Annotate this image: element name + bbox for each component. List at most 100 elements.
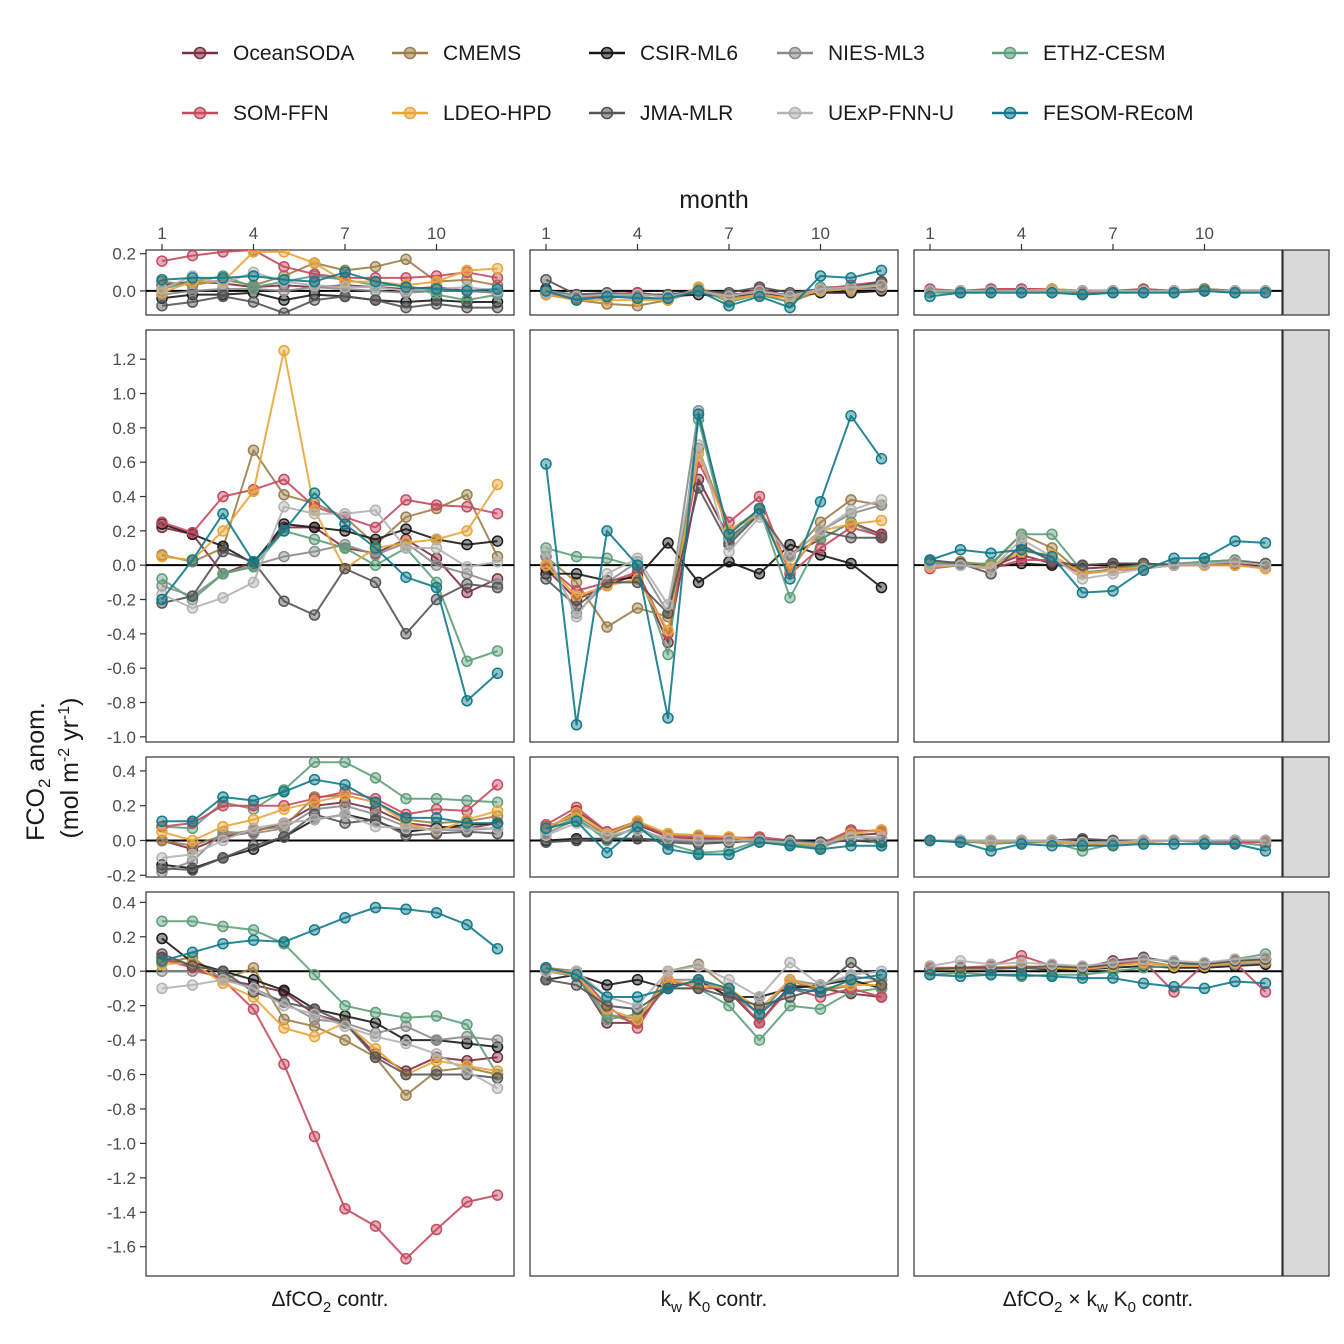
- row-strip: NA-SPSS: [1282, 329, 1330, 743]
- series-fesom-recom: [156, 901, 504, 967]
- data-point: [278, 1013, 290, 1026]
- data-point: [186, 526, 199, 539]
- data-point: [308, 1130, 321, 1143]
- data-point: [400, 903, 412, 915]
- data-point: [308, 487, 321, 499]
- data-point: [247, 974, 260, 986]
- data-point: [308, 1008, 321, 1021]
- series-jma-mlr: [156, 290, 504, 315]
- data-point: [430, 1034, 443, 1046]
- data-point: [186, 864, 199, 876]
- data-point: [784, 999, 796, 1012]
- data-point: [217, 592, 229, 604]
- data-point: [186, 250, 199, 262]
- data-point: [156, 862, 168, 875]
- data-point: [692, 960, 705, 972]
- data-point: [662, 537, 674, 549]
- data-point: [631, 602, 644, 614]
- data-point: [308, 968, 321, 981]
- data-point: [1015, 968, 1028, 981]
- y-axis: 0.4 0.2 0.0 -0.2 -0.4 -0.6 -0.8 -1.0 -1.2 -1.4 -1.…: [107, 893, 146, 1257]
- data-point: [491, 1051, 504, 1064]
- data-point: [954, 836, 967, 848]
- data-point: [723, 982, 735, 995]
- data-point: [308, 757, 321, 768]
- data-point: [540, 974, 552, 986]
- data-point: [217, 834, 229, 847]
- legend-key-point: [600, 106, 614, 120]
- data-point: [491, 1072, 504, 1084]
- legend-key-point: [403, 46, 417, 60]
- y-tick-label: 0.4: [112, 893, 136, 912]
- data-point: [1107, 956, 1119, 969]
- data-point: [156, 915, 168, 928]
- data-point: [601, 621, 613, 633]
- data-point: [339, 817, 351, 829]
- data-point: [278, 831, 290, 843]
- data-point: [570, 550, 583, 563]
- y-tick-label: -0.6: [107, 1066, 136, 1085]
- data-point: [156, 834, 168, 847]
- data-point: [845, 504, 857, 517]
- data-point: [601, 846, 613, 859]
- panel-plot-area: [914, 283, 1282, 303]
- data-point: [247, 266, 260, 279]
- data-point: [1168, 980, 1180, 993]
- data-point: [985, 547, 997, 559]
- column-label-kwk0: kw K0 contr.: [661, 1288, 768, 1316]
- data-point: [491, 478, 504, 491]
- legend-label: OceanSODA: [233, 42, 354, 65]
- column-label-interaction: ΔfCO2 × kw K0 contr.: [1003, 1288, 1193, 1316]
- panel: [913, 891, 1283, 1277]
- data-point: [308, 279, 321, 292]
- data-point: [430, 827, 443, 840]
- data-point: [217, 250, 229, 258]
- data-point: [601, 568, 613, 580]
- data-point: [156, 932, 168, 945]
- data-point: [247, 281, 260, 293]
- legend-item: LDEO-HPD: [392, 102, 552, 125]
- panel-plot-area: [530, 801, 898, 861]
- data-point: [247, 822, 260, 835]
- data-point: [1259, 559, 1272, 571]
- data-point: [278, 803, 290, 815]
- panel-background: [529, 891, 899, 1277]
- data-point: [217, 290, 229, 303]
- legend-label: FESOM-REcoM: [1043, 102, 1194, 125]
- panel-plot-area: [530, 956, 898, 1046]
- data-point: [753, 991, 766, 1003]
- data-point: [369, 772, 382, 784]
- data-point: [369, 1017, 382, 1029]
- panel-plot-area: [530, 404, 898, 731]
- y-tick-label: 0.2: [112, 928, 136, 947]
- data-point: [247, 250, 260, 258]
- data-point: [601, 979, 613, 991]
- data-point: [461, 1065, 473, 1077]
- series-line: [545, 966, 882, 1042]
- y-tick-label: 0.2: [112, 797, 136, 816]
- legend-key-point: [600, 46, 614, 60]
- data-point: [430, 559, 443, 571]
- data-point: [430, 803, 443, 815]
- panels: 147101471014710al non-0.20.0NA-SPSS1.21.…: [107, 224, 1330, 1277]
- data-point: [1015, 543, 1028, 556]
- data-point: [186, 979, 199, 991]
- data-point: [400, 571, 412, 583]
- data-point: [247, 962, 260, 974]
- strip-background: [1282, 249, 1330, 316]
- data-point: [1046, 970, 1058, 983]
- data-point: [662, 648, 674, 661]
- data-point: [924, 554, 936, 566]
- data-point: [1076, 839, 1089, 852]
- panel: [529, 329, 899, 743]
- data-point: [308, 521, 321, 534]
- data-point: [1198, 552, 1211, 565]
- y-tick-label: -0.2: [107, 866, 136, 885]
- data-point: [339, 1034, 351, 1046]
- data-point: [278, 260, 290, 273]
- data-point: [1107, 585, 1119, 597]
- data-point: [784, 974, 796, 986]
- data-point: [186, 285, 199, 297]
- data-point: [1198, 956, 1211, 969]
- data-point: [369, 1042, 382, 1055]
